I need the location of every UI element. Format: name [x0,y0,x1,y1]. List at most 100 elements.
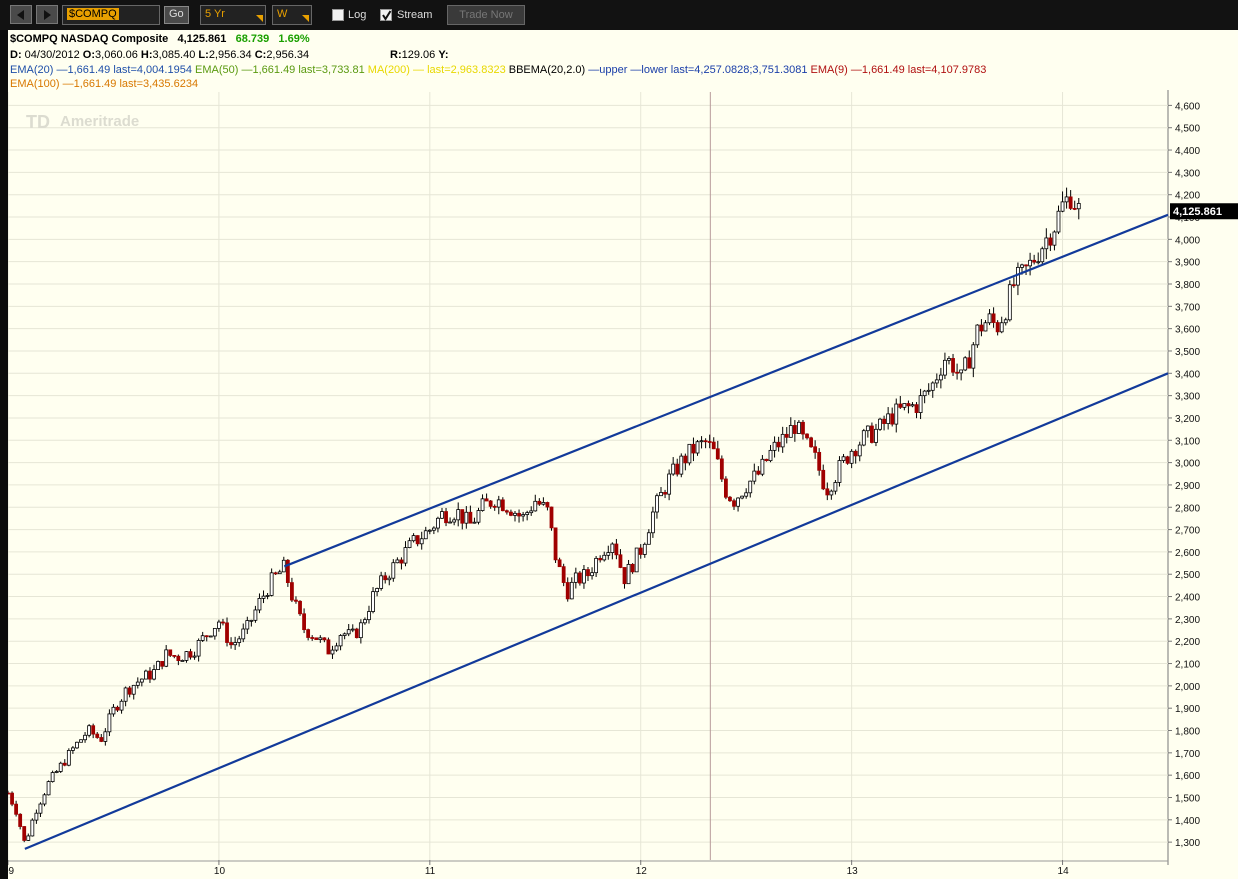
candle-body [622,567,627,585]
candle-body [1032,259,1037,263]
study-ema9-text: —1,661.49 last=4,107.9783 [850,64,987,76]
study-ema100[interactable]: EMA(100) —1,661.49 last=3,435.6234 [10,78,198,90]
dropdown-arrow-icon [302,15,309,22]
candle-body [269,572,274,596]
candle-body [886,413,891,424]
candle-body [525,512,530,515]
candle-body [557,559,562,568]
candle-body [801,421,805,435]
candle-body [509,511,513,516]
back-button[interactable] [10,5,32,24]
candle-body [208,635,213,638]
candle-body [736,497,740,507]
candle-body [363,619,367,624]
candle-body [277,571,282,575]
candle-body [496,499,501,508]
candle-body [561,566,566,583]
candle-body [902,403,907,408]
study-ema9[interactable]: EMA(9) —1,661.49 last=4,107.9783 [811,64,987,76]
price-tick-label: 2,600 [1175,548,1200,559]
candle-body [135,681,140,686]
candle-body [75,741,79,749]
candle-body [342,633,347,636]
candle-body [930,382,935,391]
study-ema50-name: EMA(50) [195,64,239,76]
price-tick-label: 1,500 [1175,793,1200,804]
candle-body [488,500,493,507]
candle-body [14,803,19,815]
candle-body [740,495,745,499]
candle-body [371,591,375,612]
net-change: 68.739 [235,33,270,45]
candle-body [241,628,246,640]
candle-body [261,595,266,599]
study-bbema[interactable]: BBEMA(20,2.0) —upper —lower last=4,257.0… [509,64,808,76]
arrow-left-icon [17,9,24,20]
time-tick-label: 09 [8,866,15,877]
range-label: R: [390,49,402,61]
candle-body [184,651,189,661]
candle-body [103,731,108,742]
candle-body [79,739,83,743]
price-tick-label: 2,900 [1175,481,1200,492]
candle-body [379,575,384,589]
candle-body [440,511,444,519]
candle-body [1036,261,1041,264]
candle-body [1011,284,1016,287]
candle-body [387,577,392,581]
range-value: 129.06 [401,49,436,61]
symbol-input[interactable]: $COMPQ [62,5,160,25]
candle-body [951,358,955,373]
candle-body [221,621,225,624]
stream-checkbox[interactable] [380,9,392,21]
time-tick-label: 11 [425,866,436,877]
trade-now-button[interactable]: Trade Now [447,5,525,25]
time-tick-label: 13 [847,866,859,877]
candle-body [999,322,1004,333]
chart-area[interactable]: 1,300 1,400 1,500 1,600 1,700 1,800 1,900 2,000… [8,30,1238,879]
candle-body [861,430,866,446]
candle-body [123,687,128,702]
study-ma200[interactable]: MA(200) — last=2,963.8323 [368,64,506,76]
candle-body [979,324,984,332]
price-chart[interactable]: 1,300 1,400 1,500 1,600 1,700 1,800 1,900 2,000… [8,30,1238,879]
candle-body [598,557,603,561]
study-ema50[interactable]: EMA(50) —1,661.49 last=3,733.81 [195,64,365,76]
period-select[interactable]: 5 Yr [200,5,266,25]
candle-body [107,713,112,733]
study-ema20[interactable]: EMA(20) —1,661.49 last=4,004.1954 [10,64,192,76]
candle-body [460,509,465,524]
log-checkbox[interactable] [332,9,344,21]
price-tick-label: 1,700 [1175,749,1200,760]
price-tick-label: 3,900 [1175,258,1200,269]
candle-body [257,598,262,611]
forward-button[interactable] [36,5,58,24]
candle-body [659,492,663,497]
candle-body [541,502,546,505]
candle-body [310,637,315,639]
candle-body [703,440,708,443]
candle-body [196,640,201,657]
candle-body [176,655,181,661]
candle-body [959,369,964,374]
candle-body [744,492,749,497]
interval-select[interactable]: W [272,5,312,25]
candle-body [870,425,874,443]
candle-body [338,635,343,647]
candle-body [160,661,165,667]
candle-body [38,803,43,814]
candle-body [237,638,242,643]
candle-body [675,463,680,475]
price-tick-label: 2,200 [1175,637,1200,648]
candle-body [667,473,672,495]
candle-body [411,535,416,542]
toolbar: $COMPQ Go 5 Yr W Log Stream Trade Now [0,0,1238,30]
candle-body [480,498,485,511]
candle-body [375,588,379,593]
candle-body [358,622,363,639]
candle-body [115,706,120,711]
watermark-logo: TD [26,112,50,132]
go-button[interactable]: Go [164,6,189,24]
candle-body [695,441,700,454]
candle-body [764,458,769,462]
